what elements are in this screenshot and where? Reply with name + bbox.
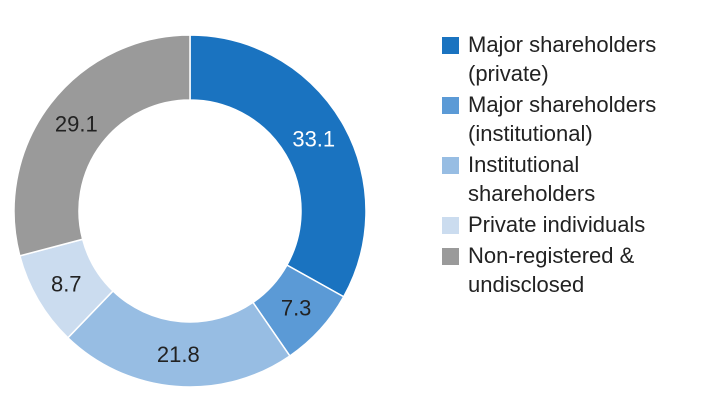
legend-item: Private individuals	[442, 210, 712, 239]
legend-item: Major shareholders (institutional)	[442, 90, 712, 148]
legend-label: Private individuals	[468, 212, 646, 237]
donut-chart: 33.1 7.3 21.8 8.7 29.1	[13, 34, 367, 388]
legend-swatch	[442, 248, 459, 265]
slice-value-label: 8.7	[51, 272, 82, 297]
legend-label: Institutional shareholders	[468, 152, 596, 206]
legend-item: Non-registered & undisclosed	[442, 241, 712, 299]
slice-value-label: 33.1	[292, 126, 335, 151]
legend-swatch	[442, 97, 459, 114]
legend-item: Institutional shareholders	[442, 150, 712, 208]
slice-value-label: 29.1	[55, 111, 98, 136]
legend-label: Non-registered & undisclosed	[468, 243, 635, 297]
legend-label: Major shareholders (private)	[468, 32, 657, 86]
legend-swatch	[442, 157, 459, 174]
legend: Major shareholders (private) Major shareh…	[442, 30, 712, 301]
slice-value-label: 21.8	[157, 342, 200, 367]
legend-swatch	[442, 37, 459, 54]
legend-item: Major shareholders (private)	[442, 30, 712, 88]
donut-slice	[189, 34, 367, 298]
donut-slice	[13, 34, 191, 257]
legend-swatch	[442, 217, 459, 234]
legend-label: Major shareholders (institutional)	[468, 92, 657, 146]
slice-value-label: 7.3	[281, 296, 312, 321]
